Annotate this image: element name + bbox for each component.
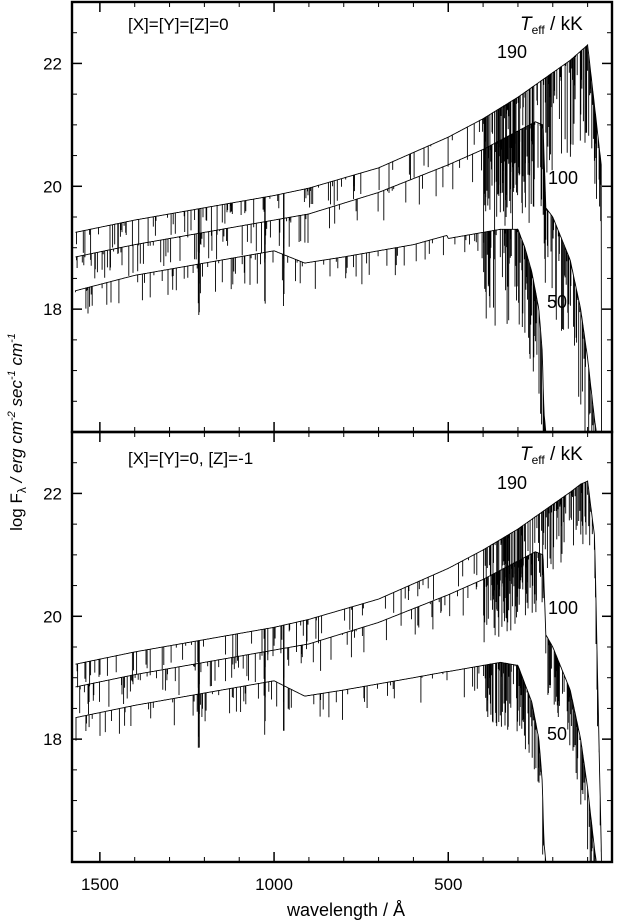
- y-tick-label: 22: [43, 484, 62, 503]
- x-tick-label: 500: [434, 875, 462, 894]
- series-label-190: 190: [497, 473, 527, 493]
- teff-legend-title: Teff / kK: [520, 14, 583, 37]
- x-tick-label: 1500: [81, 875, 119, 894]
- y-axis-label: log Fλ / erg cm-2 sec-1 cm-1: [6, 333, 29, 531]
- panel-annotation: [X]=[Y]=0, [Z]=-1: [128, 449, 253, 468]
- y-tick-label: 18: [43, 730, 62, 749]
- y-axis-label-exp2: -1: [6, 370, 18, 380]
- series-line-50: [75, 661, 547, 862]
- y-axis-label-unit: / erg cm: [7, 421, 26, 487]
- series-line-50: [75, 228, 547, 432]
- series-line-190: [75, 480, 602, 862]
- series-line-100: [75, 551, 597, 862]
- y-tick-label: 20: [43, 177, 62, 196]
- y-axis-label-exp1: -2: [6, 411, 18, 421]
- series-label-100: 100: [548, 168, 578, 188]
- teff-legend-title: Teff / kK: [520, 444, 583, 467]
- panel-annotation: [X]=[Y]=[Z]=0: [128, 15, 229, 34]
- y-axis-label-prefix: log F: [7, 493, 26, 531]
- series-label-100: 100: [548, 598, 578, 618]
- series-label-50: 50: [547, 724, 567, 744]
- teff-subscript: eff: [532, 453, 546, 467]
- teff-symbol: T: [520, 14, 533, 35]
- teff-unit: / kK: [545, 14, 583, 35]
- plot-frame: [70, 430, 614, 864]
- teff-unit: / kK: [545, 444, 583, 465]
- panel-bottom: 18 20 22 1500 1000 500 [X]=[Y]=0, [Z]=-1 Teff /…: [43, 430, 614, 894]
- x-axis-label: wavelength / Å: [286, 900, 405, 920]
- series-label-190: 190: [497, 42, 527, 62]
- series-group: [75, 43, 602, 432]
- y-tick-label: 20: [43, 607, 62, 626]
- series-line-190: [75, 43, 602, 432]
- y-axis-label-sub: λ: [15, 487, 29, 493]
- y-axis-label-sec: sec: [7, 380, 26, 412]
- teff-subscript: eff: [532, 23, 546, 37]
- series-label-50: 50: [547, 292, 567, 312]
- series-line-100: [75, 121, 597, 432]
- y-tick-label: 18: [43, 300, 62, 319]
- x-tick-label: 1000: [255, 875, 293, 894]
- y-axis-label-cm: cm: [7, 343, 26, 370]
- series-group: [75, 480, 602, 862]
- teff-symbol: T: [520, 444, 533, 465]
- y-axis-label-exp3: -1: [6, 333, 18, 343]
- y-tick-label: 22: [43, 54, 62, 73]
